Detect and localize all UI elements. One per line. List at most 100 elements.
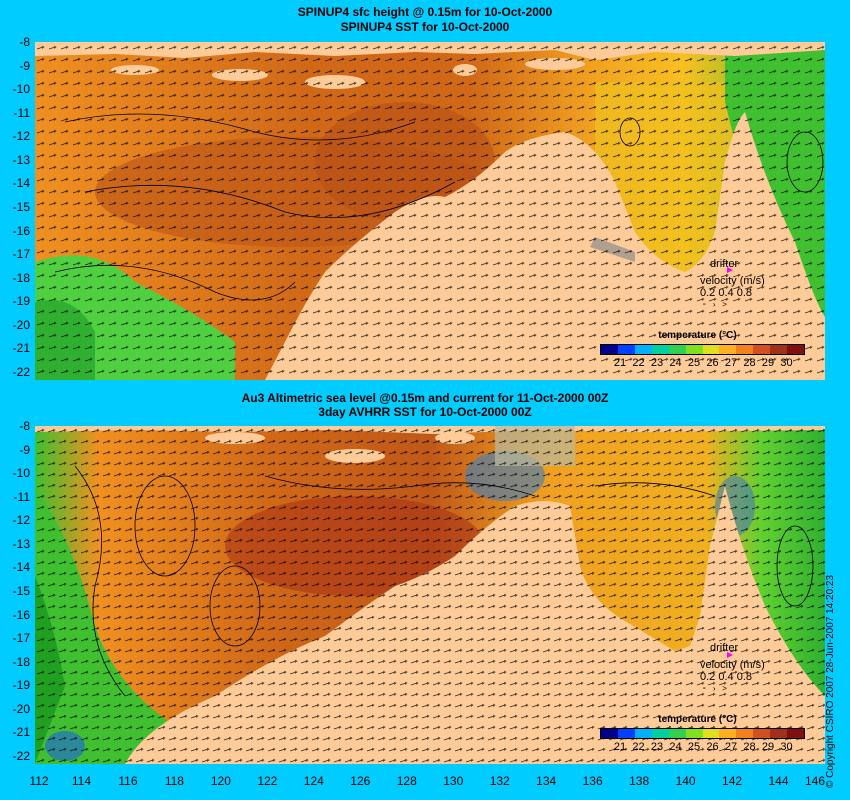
colorbar-swatch xyxy=(702,345,720,354)
x-tick-label: 126 xyxy=(350,774,371,788)
legend-tick-label: 28 xyxy=(743,741,756,753)
legend-tick-label: 27 xyxy=(724,741,738,753)
colorbar-swatch xyxy=(668,345,686,354)
colorbar-swatch xyxy=(685,729,703,738)
bottom-title-line1: Au3 Altimetric sea level @0.15m and curr… xyxy=(241,391,609,405)
colorbar-swatch xyxy=(634,729,652,738)
legend-tick-label: 30 xyxy=(780,741,793,753)
x-axis: 112 114 116 118 120 122 124 126 128 130 132 134 136 1… xyxy=(29,774,826,788)
x-tick-label: 124 xyxy=(303,774,324,788)
legend-tick-label: 23 xyxy=(650,741,664,753)
bottom-legend-title: temperature (°C) xyxy=(658,714,737,725)
velocity-label: velocity (m/s) xyxy=(700,275,765,287)
y-tick-label: -20 xyxy=(12,701,30,716)
colorbar-swatch xyxy=(651,345,669,354)
y-tick-label: -11 xyxy=(13,105,30,120)
colorbar-swatch xyxy=(617,345,635,354)
top-sst-map: temperature (°C) 21 22 23 24 25 26 27 28 29 30 dr… xyxy=(35,42,825,380)
y-tick-label: -13 xyxy=(12,536,30,551)
bottom-sst-map: temperature (°C) 21 22 23 24 25 26 27 28 29 30 dr… xyxy=(35,426,825,764)
top-drifter-key: drifter velocity (m/s) 0.2 0.4 0.8 ⁃ › > xyxy=(700,258,765,311)
drifter-label: drifter xyxy=(710,258,739,270)
top-legend-ticks: 21 22 23 24 25 26 27 28 29 30 xyxy=(600,357,805,369)
bottom-legend-ticks: 21 22 23 24 25 26 27 28 29 30 xyxy=(600,741,805,753)
legend-tick-label: 30 xyxy=(780,357,793,369)
x-tick-label: 138 xyxy=(629,774,650,788)
y-tick-label: -9 xyxy=(19,442,30,457)
y-tick-label: -22 xyxy=(12,365,30,379)
legend-tick-label: 23 xyxy=(650,357,664,369)
colorbar-swatch xyxy=(753,345,771,354)
y-tick-label: -15 xyxy=(12,200,30,214)
colorbar-swatch xyxy=(770,345,788,354)
x-tick-label: 136 xyxy=(582,774,603,788)
bottom-y-axis: -8 -9 -10 -11 -12 -13 -14 -15 -16 -17 -18 -19 -20 -21… xyxy=(0,420,34,764)
copyright-notice: © Copyright CSIRO 2007 28-Jun-2007 14:20… xyxy=(825,528,848,788)
colorbar-swatch xyxy=(685,345,703,354)
colorbar-swatch xyxy=(770,729,788,738)
y-tick-label: -19 xyxy=(12,678,30,693)
y-tick-label: -11 xyxy=(13,489,30,504)
x-tick-label: 146 xyxy=(804,774,826,788)
colorbar-swatch xyxy=(719,729,737,738)
x-tick-label: 114 xyxy=(71,774,92,788)
y-tick-label: -9 xyxy=(19,58,30,73)
top-legend-title: temperature (°C) xyxy=(658,330,737,341)
bottom-map-svg xyxy=(35,426,825,764)
legend-tick-label: 21 xyxy=(613,741,627,753)
legend-tick-label: 21 xyxy=(613,357,627,369)
colorbar-swatch xyxy=(787,345,805,354)
velocity-scale: 0.2 0.4 0.8 xyxy=(700,287,752,299)
y-tick-label: -19 xyxy=(12,294,30,309)
legend-tick-label: 26 xyxy=(706,357,719,369)
colorbar-swatch xyxy=(617,729,635,738)
velocity-scale: 0.2 0.4 0.8 xyxy=(700,671,752,683)
y-tick-label: -14 xyxy=(12,176,30,191)
x-tick-label: 112 xyxy=(29,774,49,788)
colorbar-swatch xyxy=(634,345,652,354)
top-y-axis: -8 -9 -10 -11 -12 -13 -14 -15 -16 -17 -18 -19 -20 -21… xyxy=(0,36,34,380)
colorbar-swatch xyxy=(736,729,754,738)
x-tick-label: 122 xyxy=(257,774,278,788)
x-tick-label: 120 xyxy=(210,774,231,788)
velocity-arrows: ⁃ › > xyxy=(700,684,727,693)
y-tick-label: -20 xyxy=(12,317,30,332)
colorbar-swatch xyxy=(601,345,618,354)
colorbar-swatch xyxy=(787,729,805,738)
y-tick-label: -14 xyxy=(12,560,30,575)
bottom-legend-colorbar xyxy=(600,728,805,739)
legend-tick-label: 22 xyxy=(632,357,645,369)
colorbar-swatch xyxy=(651,729,669,738)
x-tick-label: 118 xyxy=(164,774,184,788)
y-tick-label: -16 xyxy=(12,223,30,238)
y-tick-label: -21 xyxy=(12,341,30,356)
x-tick-label: 128 xyxy=(396,774,417,788)
colorbar-swatch xyxy=(668,729,686,738)
x-tick-label: 142 xyxy=(722,774,743,788)
top-map-svg xyxy=(35,42,825,380)
y-tick-label: -16 xyxy=(12,607,30,622)
y-tick-label: -8 xyxy=(19,419,30,433)
y-tick-label: -12 xyxy=(12,513,30,528)
legend-tick-label: 29 xyxy=(761,357,775,369)
bottom-drifter-key: drifter velocity (m/s) 0.2 0.4 0.8 ⁃ › > xyxy=(700,642,765,695)
velocity-label: velocity (m/s) xyxy=(700,659,765,671)
y-tick-label: -17 xyxy=(12,247,30,262)
y-tick-label: -17 xyxy=(12,631,30,646)
x-tick-label: 116 xyxy=(118,774,138,788)
y-tick-label: -18 xyxy=(12,654,30,669)
y-tick-label: -10 xyxy=(12,466,30,481)
y-tick-label: -8 xyxy=(19,35,30,49)
legend-tick-label: 27 xyxy=(724,357,738,369)
y-tick-label: -22 xyxy=(12,749,30,763)
top-legend: temperature (°C) 21 22 23 24 25 26 27 28 29 30 xyxy=(600,330,805,369)
y-tick-label: -13 xyxy=(12,152,30,167)
copyright-text: © Copyright CSIRO 2007 28-Jun-2007 14:20… xyxy=(825,574,836,788)
bottom-legend: temperature (°C) 21 22 23 24 25 26 27 28 29 30 xyxy=(600,714,805,753)
legend-tick-label: 24 xyxy=(669,741,682,753)
velocity-arrows: ⁃ › > xyxy=(700,300,727,309)
colorbar-swatch xyxy=(736,345,754,354)
x-tick-label: 140 xyxy=(675,774,696,788)
legend-tick-label: 25 xyxy=(687,741,701,753)
colorbar-swatch xyxy=(753,729,771,738)
